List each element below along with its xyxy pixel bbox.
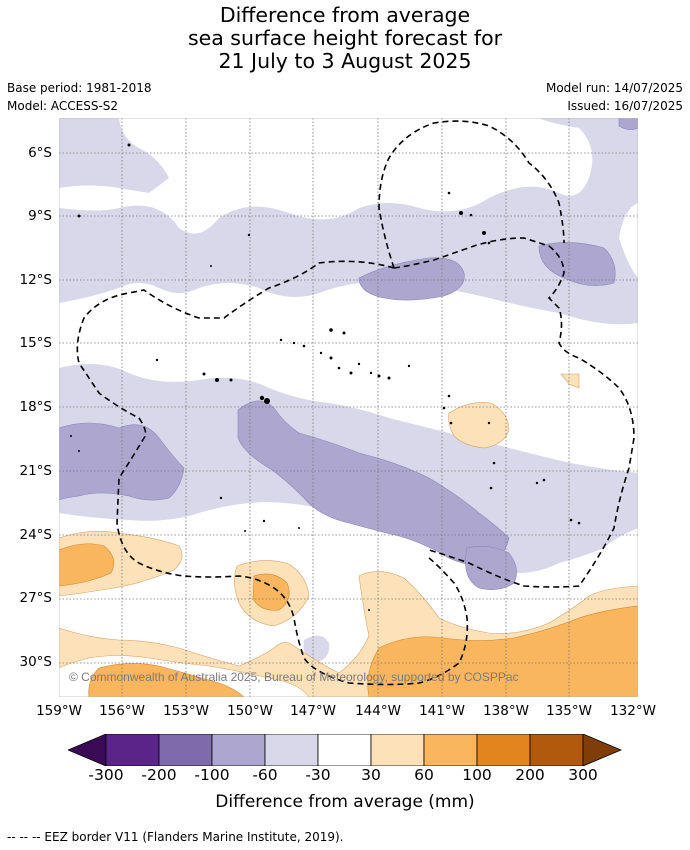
- colorbar-bin: [370, 733, 425, 767]
- base-period: Base period: 1981-2018: [7, 81, 152, 95]
- lat-label-24s: 24°S: [19, 527, 53, 543]
- colorbar-bin: [158, 733, 213, 767]
- colorbar: [66, 733, 623, 770]
- colorbar-tick: -60: [252, 766, 278, 784]
- colorbar-tick: 60: [414, 766, 434, 784]
- lat-label-12s: 12°S: [19, 272, 53, 288]
- colorbar-tick: -300: [88, 766, 124, 784]
- anomaly-map: © Commonwealth of Australia 2025, Bureau…: [58, 117, 639, 698]
- lat-label-9s: 9°S: [28, 208, 52, 224]
- lon-label-147w: 147°W: [290, 703, 336, 719]
- colorbar-tick: 200: [515, 766, 545, 784]
- colorbar-title: Difference from average (mm): [215, 792, 475, 812]
- colorbar-low-extend: [66, 733, 107, 767]
- title-line-1: Difference from average: [219, 3, 471, 27]
- lon-label-144w: 144°W: [355, 703, 401, 719]
- colorbar-tick: 300: [568, 766, 598, 784]
- meta-left: Base period: 1981-2018 Model: ACCESS-S2: [7, 79, 152, 115]
- lat-label-15s: 15°S: [19, 335, 53, 351]
- issued-date: Issued: 16/07/2025: [567, 99, 683, 113]
- colorbar-bin: [264, 733, 319, 767]
- map-title: Difference from average sea surface heig…: [0, 4, 690, 73]
- colorbar-high-extend: [582, 733, 623, 767]
- lon-label-159w: 159°W: [36, 703, 82, 719]
- lat-label-6s: 6°S: [28, 145, 52, 161]
- lat-label-27s: 27°S: [19, 590, 53, 606]
- eez-border: [76, 120, 635, 686]
- colorbar-bin: [529, 733, 584, 767]
- title-line-3: 21 July to 3 August 2025: [218, 49, 472, 73]
- eez-footnote: -- -- -- EEZ border V11 (Flanders Marine…: [7, 830, 344, 844]
- lat-label-30s: 30°S: [19, 654, 53, 670]
- copyright-text: © Commonwealth of Australia 2025, Bureau…: [69, 670, 519, 684]
- anomaly-medium-positive: [58, 543, 639, 698]
- lon-label-141w: 141°W: [419, 703, 465, 719]
- colorbar-bin: [423, 733, 478, 767]
- lon-label-132w: 132°W: [610, 703, 656, 719]
- lat-label-18s: 18°S: [19, 399, 53, 415]
- anomaly-medium-negative: [58, 117, 639, 590]
- colorbar-bin: [476, 733, 531, 767]
- colorbar-tick: -200: [141, 766, 177, 784]
- colorbar-tick: -30: [305, 766, 331, 784]
- lon-label-138w: 138°W: [483, 703, 529, 719]
- lon-label-135w: 135°W: [546, 703, 592, 719]
- colorbar-tick: -100: [194, 766, 230, 784]
- islands: [70, 143, 581, 611]
- lon-label-153w: 153°W: [163, 703, 209, 719]
- lon-label-150w: 150°W: [227, 703, 273, 719]
- lat-label-21s: 21°S: [19, 463, 53, 479]
- meta-right: Model run: 14/07/2025 Issued: 16/07/2025: [546, 79, 683, 115]
- model-run: Model run: 14/07/2025: [545, 81, 683, 95]
- colorbar-svg: [66, 733, 623, 767]
- colorbar-bin: [211, 733, 266, 767]
- colorbar-bin: [317, 733, 372, 767]
- colorbar-tick: 30: [361, 766, 381, 784]
- colorbar-tick: 100: [462, 766, 492, 784]
- lon-label-156w: 156°W: [99, 703, 145, 719]
- title-line-2: sea surface height forecast for: [187, 26, 503, 50]
- map-panel: © Commonwealth of Australia 2025, Bureau…: [58, 117, 639, 698]
- colorbar-bin: [105, 733, 160, 767]
- model-name: Model: ACCESS-S2: [7, 99, 119, 113]
